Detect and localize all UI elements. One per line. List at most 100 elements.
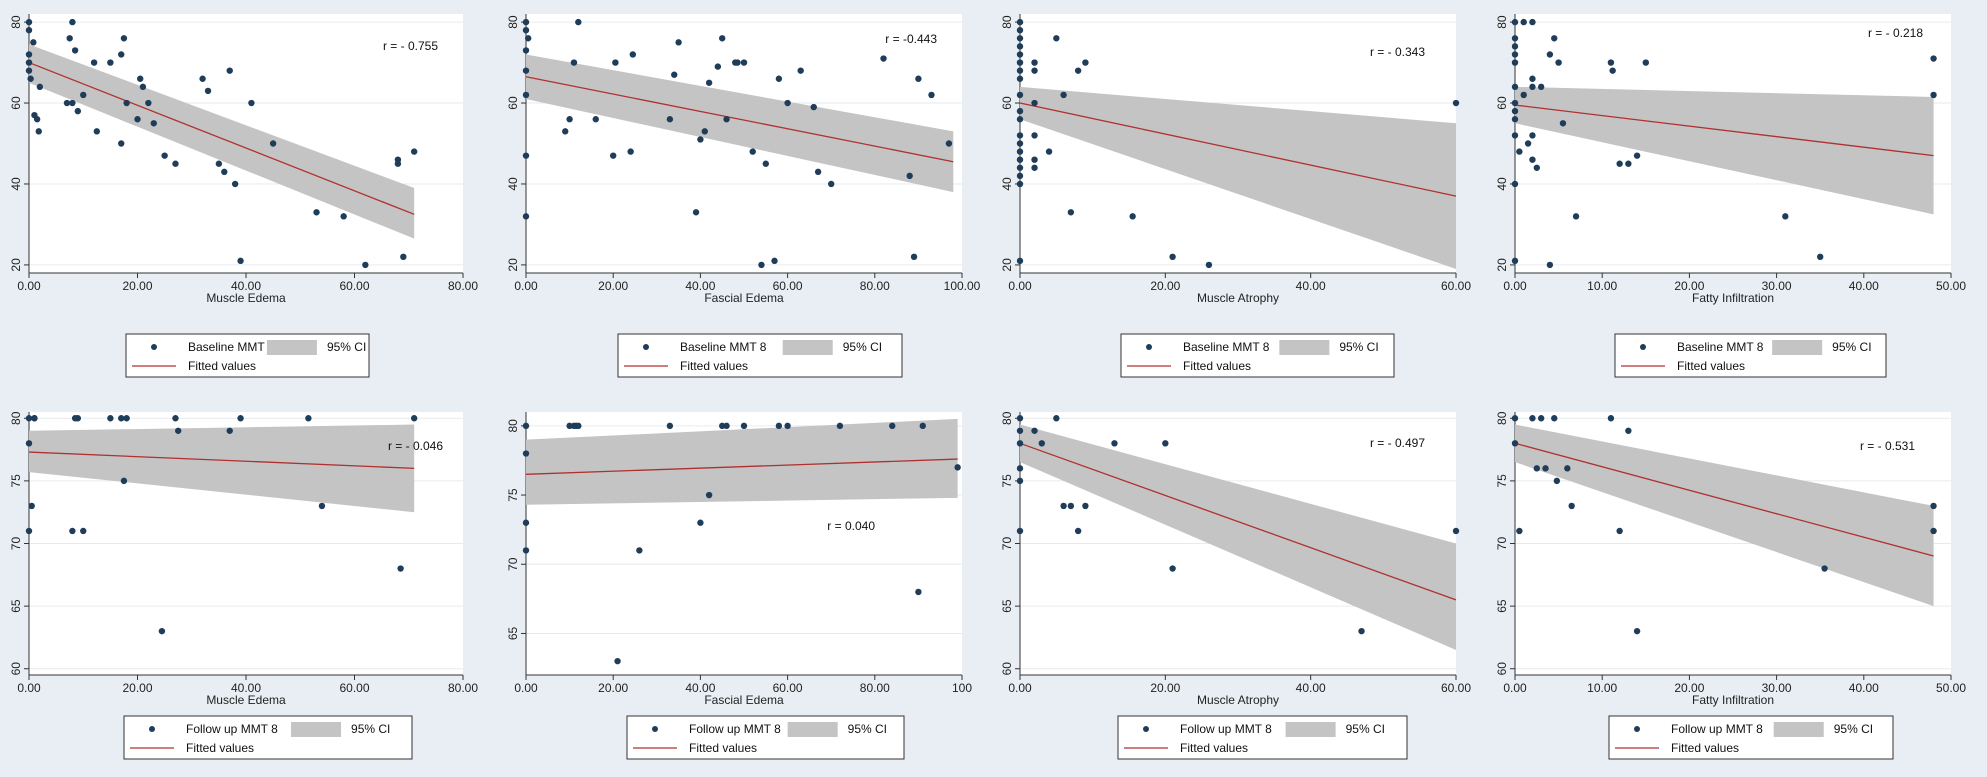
data-point [71,47,79,54]
data-point [1511,35,1519,42]
x-tick-label: 0.00 [1503,279,1527,293]
legend-label-fit: Fitted values [1671,741,1739,755]
data-point [1546,261,1554,269]
legend-label-ci: 95% CI [327,340,366,354]
data-point [1511,43,1519,50]
x-tick-label: 40.00 [231,279,261,293]
data-point [522,26,530,34]
data-point [215,160,223,167]
data-point [204,87,212,95]
data-point [1358,627,1365,635]
data-point [1625,427,1632,434]
y-tick-label: 80 [506,15,520,29]
legend-label-ci: 95% CI [1346,722,1385,736]
data-point [25,415,33,422]
data-point [814,168,822,176]
data-point [28,502,35,510]
data-point [394,160,402,167]
data-point [1529,18,1536,26]
data-point [562,128,569,135]
data-point [1129,213,1136,220]
y-tick-label: 20 [1000,258,1014,272]
data-point [1016,116,1024,123]
x-tick-label: 40.00 [1296,681,1326,695]
correlation-label: r = - 0.218 [1868,26,1923,40]
data-point [118,140,125,147]
correlation-label: r = - 0.755 [383,39,438,53]
data-point [33,116,41,123]
y-tick-label: 80 [506,419,520,433]
data-point [701,128,708,135]
chart-panel: 20 40 60 80 0.00 20.00 40.00 60.00 Muscle Atroph… [1000,14,1471,378]
correlation-label: r = - 0.343 [1370,45,1425,59]
fitted-line [28,61,415,215]
x-axis-title: Muscle Atrophy [1197,291,1279,305]
data-point [1542,465,1549,472]
data-point [410,415,418,422]
x-tick-label: 10.00 [1587,279,1617,293]
x-tick-label: 100.00 [944,279,981,293]
data-point [1016,148,1024,155]
legend-marker-point [1634,726,1640,732]
data-point [1169,253,1176,261]
data-point [1564,465,1571,472]
data-point [1529,156,1536,163]
legend-marker-point [652,726,658,732]
data-point [1529,415,1536,422]
data-point [1016,35,1024,42]
data-point [25,26,33,34]
data-point [1607,59,1615,66]
data-point [313,209,320,216]
data-point [150,120,157,127]
data-point [25,67,33,74]
y-tick-label: 80 [1495,15,1509,29]
fitted-line [1514,442,1934,557]
x-tick-label: 40.00 [1296,279,1326,293]
data-point [31,415,38,422]
y-tick-label: 80 [9,15,23,29]
x-tick-label: 40.00 [1849,279,1879,293]
data-point [784,99,791,107]
data-point [226,67,233,74]
data-point [1016,415,1024,422]
data-point [1031,164,1038,171]
data-point [1821,565,1828,572]
correlation-label: r = - 0.531 [1860,439,1915,453]
data-point [797,67,804,74]
data-point [1016,75,1024,82]
data-point [1520,18,1527,26]
ci-band [29,424,415,513]
data-point [1511,132,1519,139]
x-axis-title: Muscle Edema [206,291,286,305]
correlation-label: r = 0.040 [827,519,875,533]
data-point [1060,502,1067,510]
ci-band [1515,424,1934,607]
data-point [714,63,722,70]
data-point [400,253,407,261]
ci-band [1020,424,1456,650]
data-point [1930,527,1937,535]
legend-swatch-ci [1773,722,1824,737]
x-axis-title: Fascial Edema [704,693,784,707]
data-point [522,547,530,554]
x-tick-label: 40.00 [1849,681,1879,695]
data-point [666,422,674,430]
x-tick-label: 20.00 [1150,279,1180,293]
data-point [118,51,125,58]
x-axis-title: Muscle Atrophy [1197,693,1279,707]
data-point [749,148,756,155]
data-point [810,103,817,111]
x-tick-label: 30.00 [1762,279,1792,293]
data-point [74,107,82,115]
data-point [107,59,114,66]
data-point [1529,132,1536,139]
data-point [1930,55,1937,62]
legend-label-points: Baseline MMT 8 [1183,340,1270,354]
legend-swatch-ci [782,340,833,355]
data-point [723,116,730,123]
data-point [1511,116,1519,123]
legend-label-fit: Fitted values [186,741,254,755]
data-point [237,415,244,422]
data-point [1607,415,1615,422]
data-point [1016,51,1024,58]
